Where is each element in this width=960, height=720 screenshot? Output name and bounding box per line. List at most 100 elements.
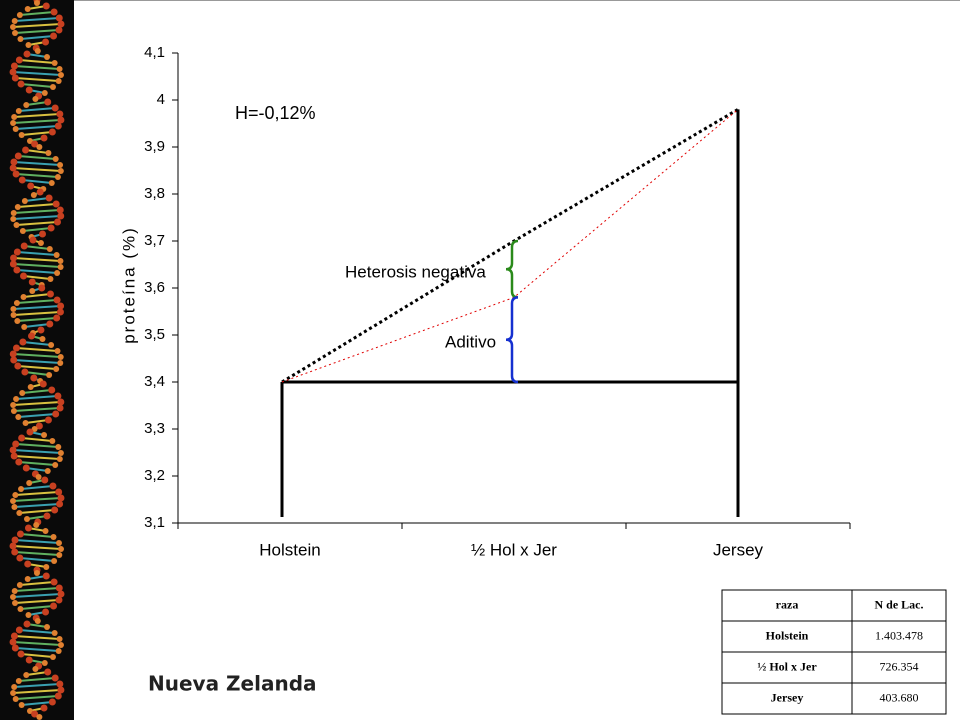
dna-bead [56, 110, 64, 118]
dna-bead [21, 324, 28, 330]
dna-bead [55, 540, 62, 546]
dna-rung [12, 71, 62, 76]
dna-bead [9, 638, 17, 646]
dna-bead [39, 336, 46, 342]
dna-rung [26, 101, 48, 106]
dna-rung [14, 539, 60, 544]
dna-bead [50, 602, 58, 610]
dna-bead [10, 498, 17, 504]
dna-bead [10, 216, 17, 222]
dna-bead [23, 102, 30, 108]
dna-bead [55, 26, 63, 34]
dna-bead [44, 54, 51, 60]
y-tick-label: 3,3 [144, 420, 165, 437]
dna-rung [23, 293, 51, 298]
dna-bead [37, 326, 45, 334]
dna-bead [53, 314, 61, 322]
dna-bead [57, 20, 65, 28]
dna-bead [34, 48, 41, 54]
dna-rung [12, 23, 62, 28]
dna-bead [50, 534, 57, 540]
dna-bead [42, 2, 50, 10]
dna-bead [51, 104, 59, 112]
dna-bead [57, 494, 65, 502]
dna-rung [13, 263, 61, 268]
brace [505, 296, 519, 384]
dna-bead [41, 90, 48, 96]
dna-bead [29, 236, 37, 244]
dna-rung [13, 689, 61, 694]
dna-rung [18, 107, 56, 112]
dna-bead [15, 414, 22, 420]
dna-bead [15, 458, 23, 466]
dna-rung [19, 557, 55, 562]
dna-rung [13, 305, 61, 310]
dna-rung [16, 347, 58, 352]
dna-bead [34, 570, 40, 576]
dna-rung [19, 59, 55, 64]
dna-bead [57, 162, 64, 168]
table-cell: raza [776, 597, 799, 611]
dna-bead [24, 560, 32, 568]
y-tick-label: 4 [157, 91, 165, 108]
dna-rung [14, 587, 60, 592]
dna-rung [22, 227, 52, 232]
dna-bead [10, 594, 17, 600]
dna-bead [10, 120, 17, 126]
dna-bead [57, 354, 64, 360]
dna-bead [9, 68, 17, 76]
dna-bead [11, 536, 19, 544]
dna-bead [46, 246, 53, 252]
dna-bead [13, 396, 20, 402]
dna-bead [10, 306, 17, 312]
dna-bead [56, 500, 64, 508]
dna-bead [53, 296, 61, 304]
dna-bead [14, 152, 22, 160]
dna-bead [57, 642, 64, 648]
table-cell: 726.354 [880, 659, 919, 673]
dna-bead [57, 398, 65, 406]
dna-bead [31, 140, 39, 148]
dna-rung [14, 599, 60, 604]
dna-bead [57, 264, 64, 270]
dna-bead [10, 24, 17, 30]
dna-rung [17, 203, 57, 208]
dna-bead [36, 188, 44, 196]
dna-bead [57, 360, 64, 366]
dna-bead [27, 182, 35, 190]
dna-bead [18, 132, 25, 138]
dna-bead [56, 456, 63, 462]
dna-rung [12, 545, 62, 550]
dna-bead [23, 672, 30, 678]
dna-rung [13, 401, 61, 406]
dna-bead [24, 6, 31, 12]
dna-bead [55, 78, 62, 84]
dna-rung [15, 77, 59, 82]
dna-rung [20, 605, 54, 610]
dna-bead [28, 278, 36, 286]
dna-bead [9, 164, 17, 172]
dna-rung [18, 413, 56, 418]
y-tick-label: 3,9 [144, 138, 165, 155]
dna-rung [13, 119, 61, 124]
dna-bead [16, 12, 23, 18]
dna-bead [23, 620, 31, 628]
dna-bead [48, 128, 56, 136]
dna-bead [17, 606, 24, 612]
dna-bead [21, 368, 29, 376]
dna-bead [49, 84, 56, 90]
dna-rung [19, 629, 55, 634]
annotation: Heterosis negativa [345, 262, 486, 281]
dna-bead [9, 350, 17, 358]
dna-bead [23, 50, 31, 58]
dna-bead [11, 588, 18, 594]
dna-rung [13, 311, 61, 316]
dna-bead [12, 492, 19, 498]
dna-bead [57, 168, 64, 174]
dna-rung [15, 695, 59, 700]
dna-bead [56, 66, 63, 72]
y-tick-label: 3,1 [144, 514, 165, 531]
dna-rung [19, 509, 55, 514]
dna-bead [11, 644, 19, 652]
